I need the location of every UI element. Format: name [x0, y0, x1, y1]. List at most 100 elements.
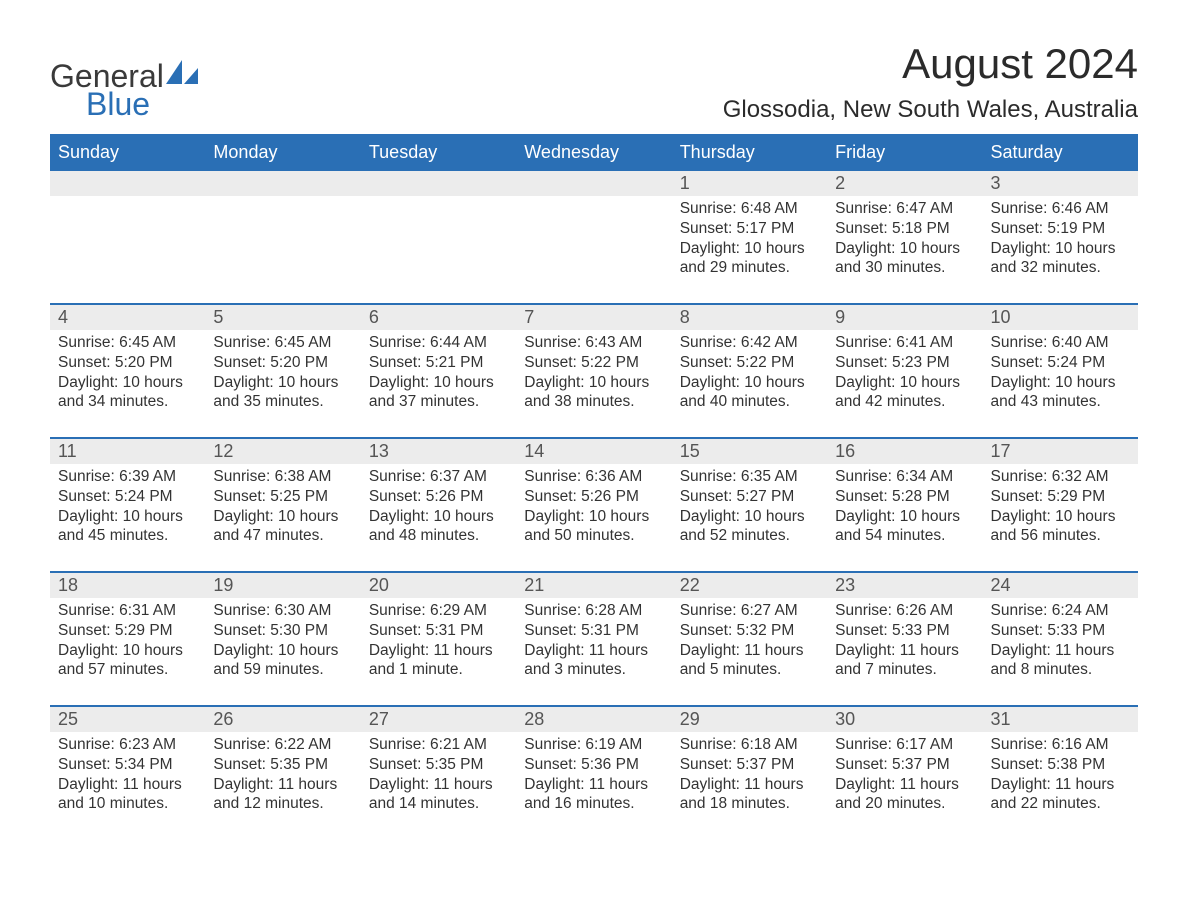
sunrise-text: Sunrise: 6:47 AM — [835, 199, 974, 219]
day-details: Sunrise: 6:32 AMSunset: 5:29 PMDaylight:… — [983, 464, 1138, 554]
day-number: 22 — [672, 573, 827, 598]
day-details: Sunrise: 6:31 AMSunset: 5:29 PMDaylight:… — [50, 598, 205, 688]
calendar-day-cell: 2Sunrise: 6:47 AMSunset: 5:18 PMDaylight… — [827, 170, 982, 304]
sunrise-text: Sunrise: 6:31 AM — [58, 601, 197, 621]
calendar-day-cell: 15Sunrise: 6:35 AMSunset: 5:27 PMDayligh… — [672, 438, 827, 572]
calendar-day-cell: 6Sunrise: 6:44 AMSunset: 5:21 PMDaylight… — [361, 304, 516, 438]
daylight-text: Daylight: 11 hours and 8 minutes. — [991, 641, 1130, 681]
sunset-text: Sunset: 5:31 PM — [524, 621, 663, 641]
day-details: Sunrise: 6:28 AMSunset: 5:31 PMDaylight:… — [516, 598, 671, 688]
calendar-day-cell: 30Sunrise: 6:17 AMSunset: 5:37 PMDayligh… — [827, 706, 982, 840]
day-number — [50, 171, 205, 196]
day-number: 14 — [516, 439, 671, 464]
sunset-text: Sunset: 5:36 PM — [524, 755, 663, 775]
daylight-text: Daylight: 11 hours and 5 minutes. — [680, 641, 819, 681]
day-details: Sunrise: 6:40 AMSunset: 5:24 PMDaylight:… — [983, 330, 1138, 420]
calendar-day-cell: 10Sunrise: 6:40 AMSunset: 5:24 PMDayligh… — [983, 304, 1138, 438]
weekday-header: Friday — [827, 135, 982, 170]
calendar-day-cell — [361, 170, 516, 304]
day-number: 31 — [983, 707, 1138, 732]
sunset-text: Sunset: 5:33 PM — [991, 621, 1130, 641]
sunset-text: Sunset: 5:29 PM — [58, 621, 197, 641]
sunrise-text: Sunrise: 6:27 AM — [680, 601, 819, 621]
sunset-text: Sunset: 5:28 PM — [835, 487, 974, 507]
day-details: Sunrise: 6:41 AMSunset: 5:23 PMDaylight:… — [827, 330, 982, 420]
sunrise-text: Sunrise: 6:44 AM — [369, 333, 508, 353]
day-number: 29 — [672, 707, 827, 732]
sunset-text: Sunset: 5:32 PM — [680, 621, 819, 641]
day-number: 3 — [983, 171, 1138, 196]
sunset-text: Sunset: 5:37 PM — [680, 755, 819, 775]
daylight-text: Daylight: 10 hours and 38 minutes. — [524, 373, 663, 413]
day-details: Sunrise: 6:45 AMSunset: 5:20 PMDaylight:… — [50, 330, 205, 420]
day-number: 12 — [205, 439, 360, 464]
sunset-text: Sunset: 5:24 PM — [991, 353, 1130, 373]
day-number: 15 — [672, 439, 827, 464]
day-details — [516, 196, 671, 207]
weekday-header: Thursday — [672, 135, 827, 170]
sunrise-text: Sunrise: 6:46 AM — [991, 199, 1130, 219]
sunrise-text: Sunrise: 6:37 AM — [369, 467, 508, 487]
daylight-text: Daylight: 10 hours and 52 minutes. — [680, 507, 819, 547]
calendar-day-cell: 20Sunrise: 6:29 AMSunset: 5:31 PMDayligh… — [361, 572, 516, 706]
sunset-text: Sunset: 5:22 PM — [680, 353, 819, 373]
sunrise-text: Sunrise: 6:41 AM — [835, 333, 974, 353]
sunset-text: Sunset: 5:24 PM — [58, 487, 197, 507]
sunrise-text: Sunrise: 6:30 AM — [213, 601, 352, 621]
calendar-day-cell: 8Sunrise: 6:42 AMSunset: 5:22 PMDaylight… — [672, 304, 827, 438]
daylight-text: Daylight: 10 hours and 48 minutes. — [369, 507, 508, 547]
calendar-week-row: 25Sunrise: 6:23 AMSunset: 5:34 PMDayligh… — [50, 706, 1138, 840]
daylight-text: Daylight: 10 hours and 30 minutes. — [835, 239, 974, 279]
calendar-week-row: 1Sunrise: 6:48 AMSunset: 5:17 PMDaylight… — [50, 170, 1138, 304]
calendar-day-cell: 25Sunrise: 6:23 AMSunset: 5:34 PMDayligh… — [50, 706, 205, 840]
calendar-day-cell: 7Sunrise: 6:43 AMSunset: 5:22 PMDaylight… — [516, 304, 671, 438]
daylight-text: Daylight: 11 hours and 3 minutes. — [524, 641, 663, 681]
calendar-week-row: 4Sunrise: 6:45 AMSunset: 5:20 PMDaylight… — [50, 304, 1138, 438]
calendar-day-cell: 22 Sunrise: 6:27 AMSunset: 5:32 PMDayligh… — [672, 572, 827, 706]
day-number: 13 — [361, 439, 516, 464]
sunrise-text: Sunrise: 6:43 AM — [524, 333, 663, 353]
sunrise-text: Sunrise: 6:35 AM — [680, 467, 819, 487]
calendar-day-cell: 11Sunrise: 6:39 AMSunset: 5:24 PMDayligh… — [50, 438, 205, 572]
day-number: 20 — [361, 573, 516, 598]
day-details: Sunrise: 6:36 AMSunset: 5:26 PMDaylight:… — [516, 464, 671, 554]
title-block: August 2024 Glossodia, New South Wales, … — [723, 40, 1138, 134]
day-details: Sunrise: 6:47 AMSunset: 5:18 PMDaylight:… — [827, 196, 982, 286]
sunset-text: Sunset: 5:35 PM — [369, 755, 508, 775]
sunset-text: Sunset: 5:26 PM — [524, 487, 663, 507]
sunrise-text: Sunrise: 6:32 AM — [991, 467, 1130, 487]
sunset-text: Sunset: 5:35 PM — [213, 755, 352, 775]
daylight-text: Daylight: 11 hours and 20 minutes. — [835, 775, 974, 815]
day-details: Sunrise: 6:18 AMSunset: 5:37 PMDaylight:… — [672, 732, 827, 822]
daylight-text: Daylight: 10 hours and 35 minutes. — [213, 373, 352, 413]
day-number: 19 — [205, 573, 360, 598]
sunset-text: Sunset: 5:21 PM — [369, 353, 508, 373]
day-number: 8 — [672, 305, 827, 330]
day-number: 2 — [827, 171, 982, 196]
daylight-text: Daylight: 10 hours and 59 minutes. — [213, 641, 352, 681]
header-row: General Blue August 2024 Glossodia, New … — [50, 40, 1138, 134]
sunset-text: Sunset: 5:23 PM — [835, 353, 974, 373]
day-number: 18 — [50, 573, 205, 598]
sunrise-text: Sunrise: 6:24 AM — [991, 601, 1130, 621]
day-number: 1 — [672, 171, 827, 196]
day-number: 11 — [50, 439, 205, 464]
day-details — [205, 196, 360, 207]
calendar-day-cell: 24Sunrise: 6:24 AMSunset: 5:33 PMDayligh… — [983, 572, 1138, 706]
day-details: Sunrise: 6:29 AMSunset: 5:31 PMDaylight:… — [361, 598, 516, 688]
sunrise-text: Sunrise: 6:22 AM — [213, 735, 352, 755]
weekday-header: Tuesday — [361, 135, 516, 170]
day-details: Sunrise: 6:43 AMSunset: 5:22 PMDaylight:… — [516, 330, 671, 420]
weekday-header: Saturday — [983, 135, 1138, 170]
sunrise-text: Sunrise: 6:48 AM — [680, 199, 819, 219]
day-number — [205, 171, 360, 196]
sunset-text: Sunset: 5:22 PM — [524, 353, 663, 373]
day-details: Sunrise: 6:17 AMSunset: 5:37 PMDaylight:… — [827, 732, 982, 822]
day-details: Sunrise: 6:22 AMSunset: 5:35 PMDaylight:… — [205, 732, 360, 822]
month-title: August 2024 — [723, 40, 1138, 88]
day-number: 30 — [827, 707, 982, 732]
calendar-day-cell: 17Sunrise: 6:32 AMSunset: 5:29 PMDayligh… — [983, 438, 1138, 572]
sunrise-text: Sunrise: 6:45 AM — [58, 333, 197, 353]
day-number: 9 — [827, 305, 982, 330]
day-details: Sunrise: 6:44 AMSunset: 5:21 PMDaylight:… — [361, 330, 516, 420]
